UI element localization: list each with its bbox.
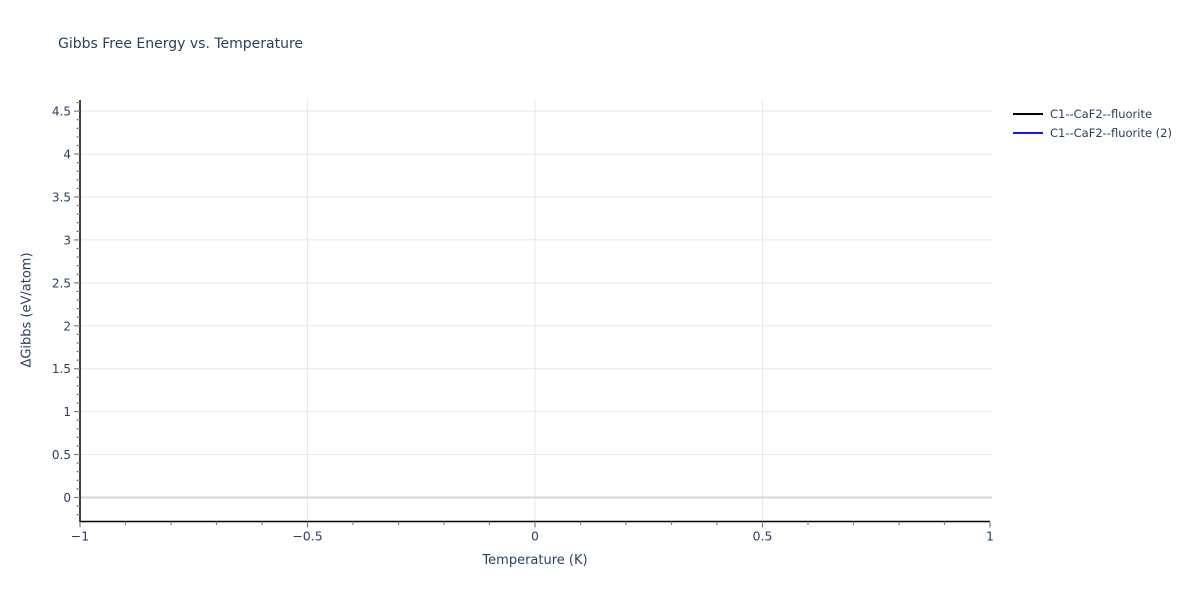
legend-item-1[interactable]: C1--CaF2--fluorite [1013,105,1172,124]
x-tick-label: −0.5 [292,529,322,544]
x-tick-label: 0.5 [753,529,773,544]
y-tick-label: 3 [63,233,71,247]
chart-title: Gibbs Free Energy vs. Temperature [58,36,304,52]
y-tick-label: 0.5 [52,448,71,462]
y-tick-label: 3.5 [52,191,71,205]
y-tick-label: 0 [63,491,71,505]
x-tick-label: −1 [71,529,89,544]
legend-label: C1--CaF2--fluorite [1050,107,1153,122]
legend-line-sample-icon [1013,131,1043,134]
legend-line-sample-icon [1013,113,1043,116]
x-tick-label: 1 [986,529,994,544]
y-tick-label: 1.5 [52,362,71,376]
y-tick-label: 2 [63,319,71,333]
x-tick-label: 0 [531,529,539,544]
legend: C1--CaF2--fluorite C1--CaF2--fluorite (2) [1013,105,1172,142]
x-axis-title: Temperature (K) [482,553,588,568]
legend-item-2[interactable]: C1--CaF2--fluorite (2) [1013,124,1172,143]
y-tick-label: 4.5 [52,105,71,119]
y-tick-label: 1 [63,405,71,419]
y-tick-label: 4 [63,148,71,162]
legend-label: C1--CaF2--fluorite (2) [1050,125,1172,140]
y-axis-title: ΔGibbs (eV/atom) [19,252,35,368]
y-tick-label: 2.5 [52,276,71,290]
